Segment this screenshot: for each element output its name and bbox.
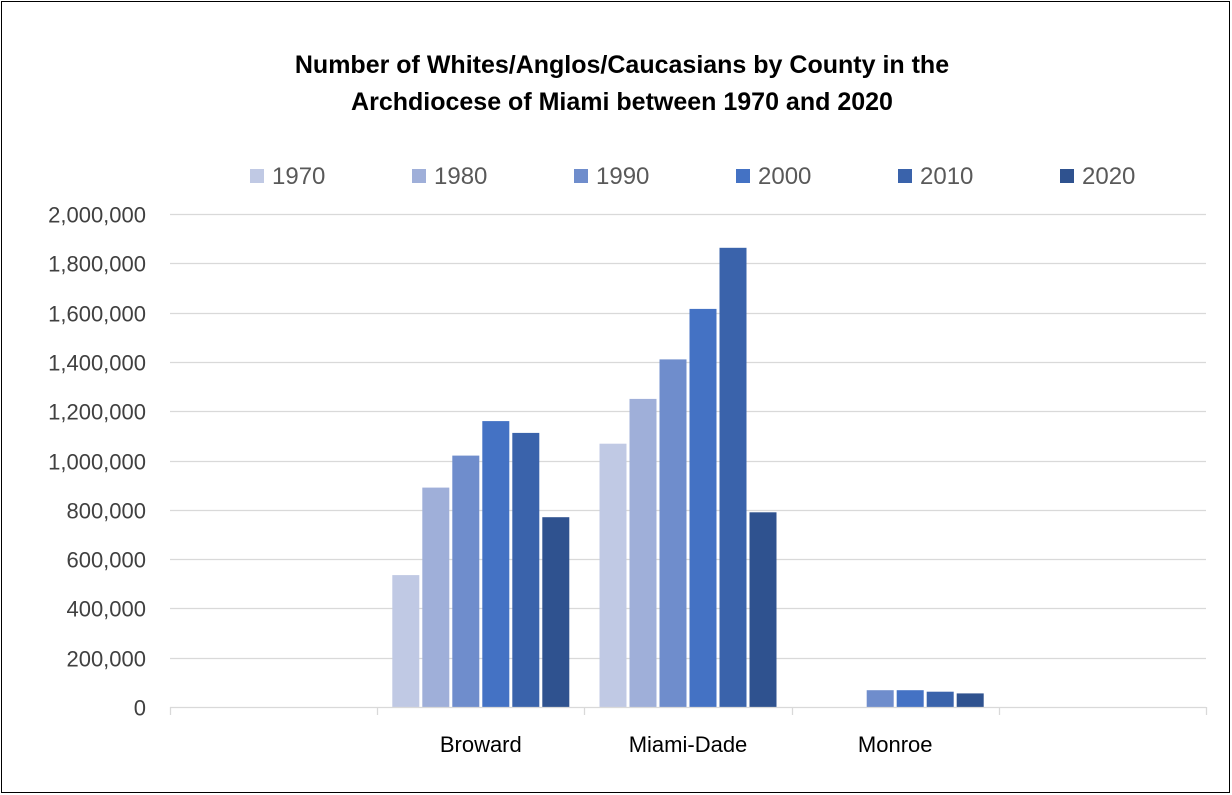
bar-Broward-2020 <box>542 517 570 707</box>
y-tick-label: 1,400,000 <box>48 351 146 376</box>
legend-label: 1990 <box>596 163 649 190</box>
legend-item: 1990 <box>574 163 649 190</box>
legend-item: 1980 <box>412 163 487 190</box>
legend-item: 2010 <box>898 163 973 190</box>
x-category-label: Monroe <box>858 732 933 757</box>
chart-title-line-2: Archdiocese of Miami between 1970 and 20… <box>351 88 893 116</box>
y-axis: 0 200,000 400,000 600,000 800,000 1,000,000 1,… <box>48 203 146 721</box>
legend-label: 2000 <box>758 163 811 190</box>
bar-Broward-1980 <box>422 487 450 707</box>
legend: 1970 1980 1990 2000 2010 2020 <box>250 163 1135 190</box>
legend-swatch <box>250 169 264 183</box>
bar-Monroe-2000 <box>896 690 924 707</box>
legend-swatch <box>736 169 750 183</box>
y-tick-label: 200,000 <box>66 647 146 672</box>
y-tick-label: 1,600,000 <box>48 302 146 327</box>
y-tick-label: 600,000 <box>66 548 146 573</box>
x-axis: Broward Miami-Dade Monroe <box>169 706 1208 757</box>
legend-item: 1970 <box>250 163 325 190</box>
legend-label: 1980 <box>434 163 487 190</box>
legend-swatch <box>898 169 912 183</box>
bar-Monroe-2020 <box>956 693 984 707</box>
y-tick-label: 1,000,000 <box>48 450 146 475</box>
legend-swatch <box>574 169 588 183</box>
bar-Monroe-2010 <box>926 691 954 707</box>
bar-Miami-Dade-1970 <box>599 443 627 707</box>
bar-Miami-Dade-2010 <box>719 247 747 708</box>
x-category-label: Broward <box>440 732 522 757</box>
legend-label: 2010 <box>920 163 973 190</box>
bars <box>392 247 984 708</box>
gridlines <box>170 213 1206 660</box>
bar-Miami-Dade-2020 <box>749 512 777 707</box>
bar-Miami-Dade-1990 <box>659 359 687 707</box>
bar-Broward-2000 <box>482 421 510 707</box>
chart-title: Number of Whites/Anglos/Caucasians by Co… <box>295 51 949 116</box>
legend-swatch <box>412 169 426 183</box>
y-tick-label: 2,000,000 <box>48 203 146 228</box>
bar-Broward-2010 <box>512 432 540 707</box>
bar-Miami-Dade-1980 <box>629 398 657 707</box>
legend-item: 2000 <box>736 163 811 190</box>
legend-item: 2020 <box>1060 163 1135 190</box>
chart-title-line-1: Number of Whites/Anglos/Caucasians by Co… <box>295 51 949 79</box>
bar-Miami-Dade-2000 <box>689 308 717 707</box>
bar-Broward-1970 <box>392 575 420 707</box>
legend-label: 1970 <box>272 163 325 190</box>
bar-Broward-1990 <box>452 455 480 707</box>
y-tick-label: 1,800,000 <box>48 252 146 277</box>
y-tick-label: 1,200,000 <box>48 400 146 425</box>
y-tick-label: 400,000 <box>66 597 146 622</box>
x-category-label: Miami-Dade <box>629 732 748 757</box>
legend-label: 2020 <box>1082 163 1135 190</box>
legend-swatch <box>1060 169 1074 183</box>
y-tick-label: 0 <box>134 696 146 721</box>
bar-Monroe-1990 <box>866 690 894 707</box>
y-tick-label: 800,000 <box>66 499 146 524</box>
